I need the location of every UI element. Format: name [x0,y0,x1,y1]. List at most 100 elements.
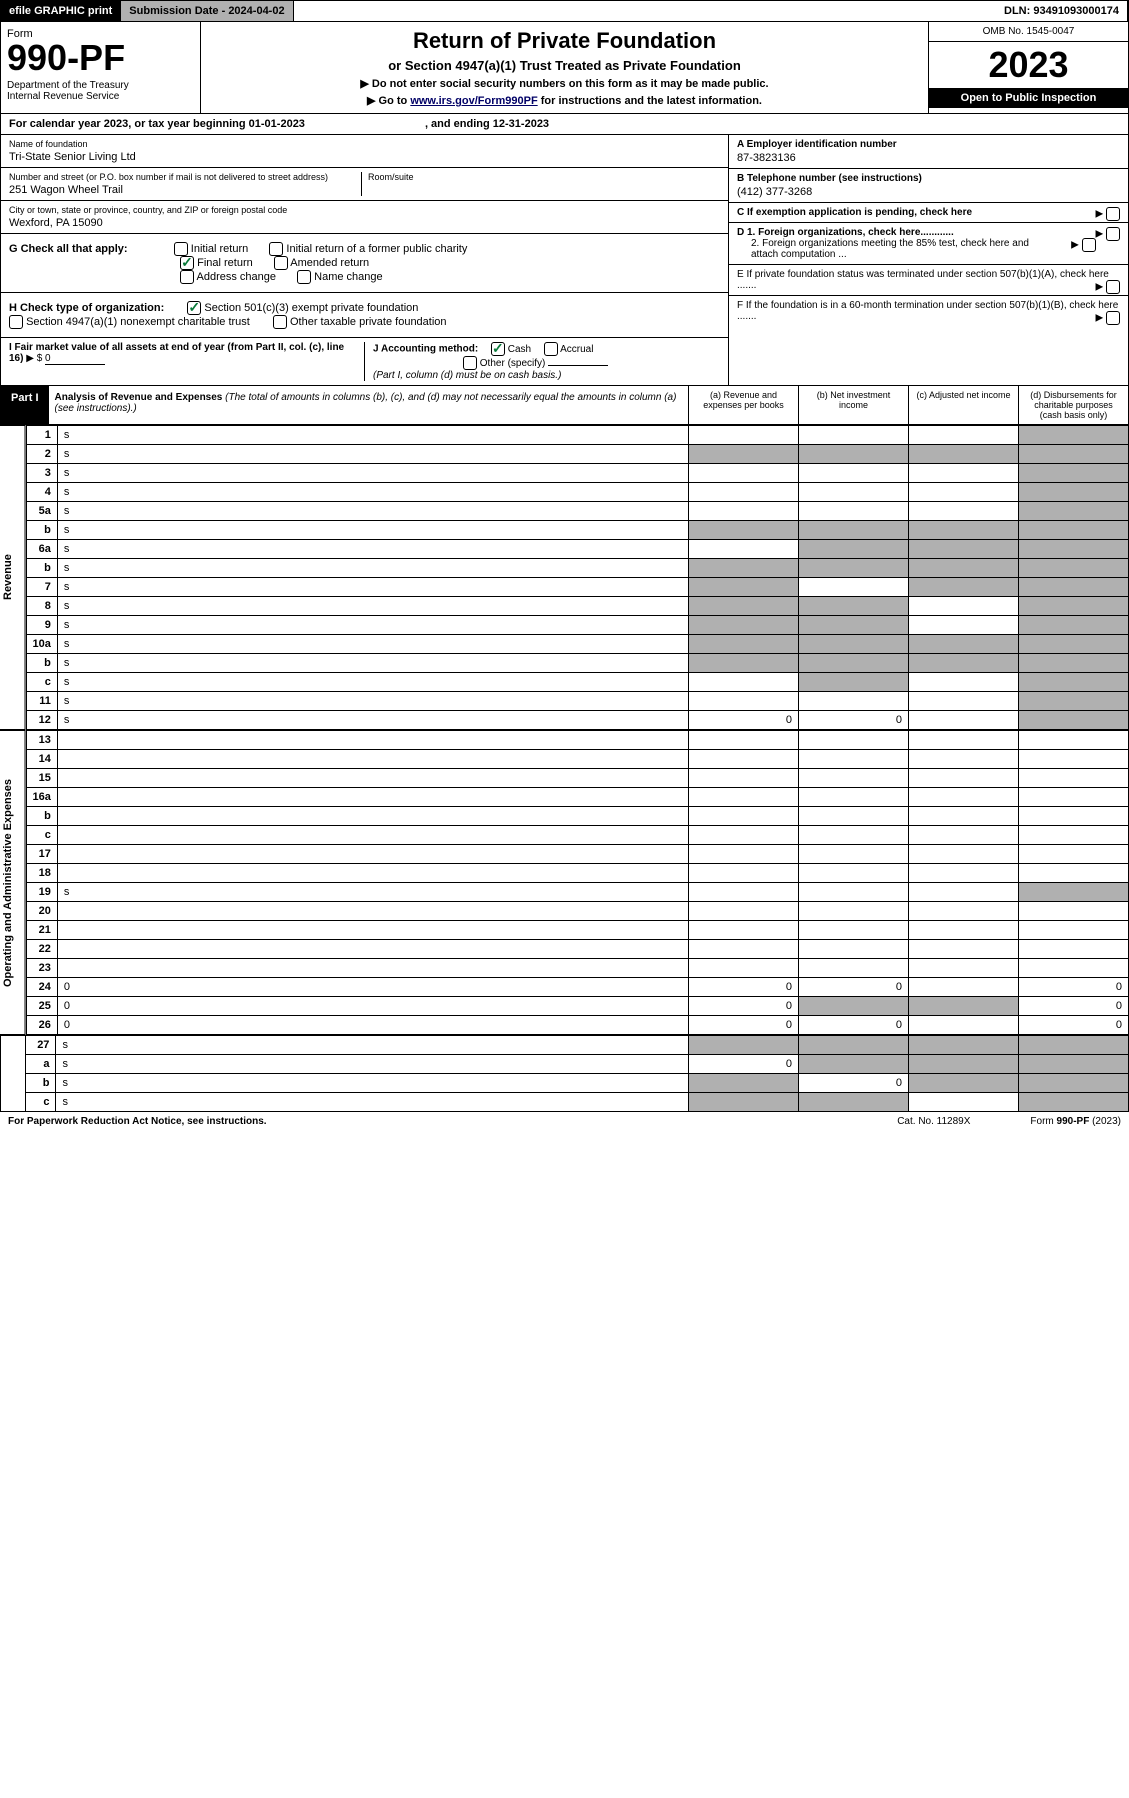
table-row: 12s00 [26,711,1128,730]
d1-checkbox[interactable] [1106,227,1120,241]
omb-number: OMB No. 1545-0047 [929,22,1128,42]
revenue-table: 1s2s3s4s5asbs6asbs7s8s9s10asbscs11s12s00 [26,425,1129,730]
room-label: Room/suite [368,172,720,182]
form-number: 990-PF [7,40,194,76]
table-row: bs [26,521,1128,540]
table-row: 5as [26,502,1128,521]
table-row: 18 [26,864,1128,883]
irs-link[interactable]: www.irs.gov/Form990PF [410,95,537,107]
foundation-name: Tri-State Senior Living Ltd [9,151,720,163]
table-row: 15 [26,769,1128,788]
info-block: Name of foundation Tri-State Senior Livi… [0,135,1129,386]
ein-label: A Employer identification number [737,139,897,150]
table-row: 1s [26,426,1128,445]
table-row: as0 [26,1055,1129,1074]
table-row: 20 [26,902,1128,921]
address-change-checkbox[interactable] [180,270,194,284]
table-row: 9s [26,616,1128,635]
table-row: 16a [26,788,1128,807]
table-row: bs [26,559,1128,578]
table-row: 22 [26,940,1128,959]
year-end: 12-31-2023 [493,118,549,130]
e-checkbox[interactable] [1106,280,1120,294]
col-a: (a) Revenue and expenses per books [688,386,798,424]
table-row: b [26,807,1128,826]
paperwork-notice: For Paperwork Reduction Act Notice, see … [8,1116,267,1127]
note-2: ▶ Go to www.irs.gov/Form990PF for instru… [207,94,922,107]
table-row: 2s [26,445,1128,464]
table-row: 25000 [26,997,1128,1016]
table-row: 260000 [26,1016,1128,1035]
f-label: F If the foundation is in a 60-month ter… [737,300,1118,322]
table-row: 13 [26,731,1128,750]
table-row: c [26,826,1128,845]
name-label: Name of foundation [9,139,720,149]
final-return-checkbox[interactable] [180,256,194,270]
fmv-value: 0 [45,353,105,365]
part1-header: Part I Analysis of Revenue and Expenses … [0,386,1129,425]
j-note: (Part I, column (d) must be on cash basi… [373,370,561,381]
d2-label: 2. Foreign organizations meeting the 85%… [751,238,1031,260]
city-label: City or town, state or province, country… [9,205,720,215]
footer: For Paperwork Reduction Act Notice, see … [0,1112,1129,1131]
g-row: G Check all that apply: Initial return I… [1,234,728,293]
irs: Internal Revenue Service [7,91,194,102]
year-begin: 01-01-2023 [249,118,305,130]
table-row: 4s [26,483,1128,502]
note-1: ▶ Do not enter social security numbers o… [207,77,922,90]
table-row: 8s [26,597,1128,616]
table-row: 6as [26,540,1128,559]
d1-label: D 1. Foreign organizations, check here..… [737,227,954,238]
open-inspection: Open to Public Inspection [929,88,1128,108]
phone-value: (412) 377-3268 [737,186,1120,198]
other-taxable-checkbox[interactable] [273,315,287,329]
tax-year: 2023 [929,42,1128,88]
table-row: 23 [26,959,1128,978]
other-method-checkbox[interactable] [463,356,477,370]
f-checkbox[interactable] [1106,311,1120,325]
table-row: 10as [26,635,1128,654]
table-row: 21 [26,921,1128,940]
amended-return-checkbox[interactable] [274,256,288,270]
c-label: C If exemption application is pending, c… [737,207,972,218]
table-row: 3s [26,464,1128,483]
table-row: 11s [26,692,1128,711]
table-row: bs [26,654,1128,673]
table-row: 17 [26,845,1128,864]
revenue-side-label: Revenue [0,425,26,730]
c-checkbox[interactable] [1106,207,1120,221]
part1-label: Part I [1,386,49,424]
accrual-checkbox[interactable] [544,342,558,356]
form-ref: Form 990-PF (2023) [1030,1116,1121,1127]
501c3-checkbox[interactable] [187,301,201,315]
col-d: (d) Disbursements for charitable purpose… [1018,386,1128,424]
dln: DLN: 93491093000174 [996,1,1128,21]
bottom-table: 27sas0bs0cs [25,1035,1129,1112]
dept: Department of the Treasury [7,80,194,91]
ein-value: 87-3823136 [737,152,1120,164]
e-label: E If private foundation status was termi… [737,269,1109,291]
cash-checkbox[interactable] [491,342,505,356]
efile-label: efile GRAPHIC print [1,1,121,21]
table-row: 240000 [26,978,1128,997]
table-row: 19s [26,883,1128,902]
initial-public-checkbox[interactable] [269,242,283,256]
city-state-zip: Wexford, PA 15090 [9,217,720,229]
table-row: cs [26,1093,1129,1112]
phone-label: B Telephone number (see instructions) [737,173,922,184]
expenses-side-label: Operating and Administrative Expenses [0,730,26,1035]
table-row: 7s [26,578,1128,597]
table-row: 27s [26,1036,1129,1055]
table-row: 14 [26,750,1128,769]
table-row: bs0 [26,1074,1129,1093]
4947a1-checkbox[interactable] [9,315,23,329]
cat-no: Cat. No. 11289X [897,1116,970,1127]
street-address: 251 Wagon Wheel Trail [9,184,361,196]
addr-label: Number and street (or P.O. box number if… [9,172,361,182]
form-subtitle: or Section 4947(a)(1) Trust Treated as P… [207,58,922,73]
d2-checkbox[interactable] [1082,238,1096,252]
submission-date: Submission Date - 2024-04-02 [121,1,293,21]
form-title: Return of Private Foundation [207,28,922,54]
name-change-checkbox[interactable] [297,270,311,284]
col-b: (b) Net investment income [798,386,908,424]
